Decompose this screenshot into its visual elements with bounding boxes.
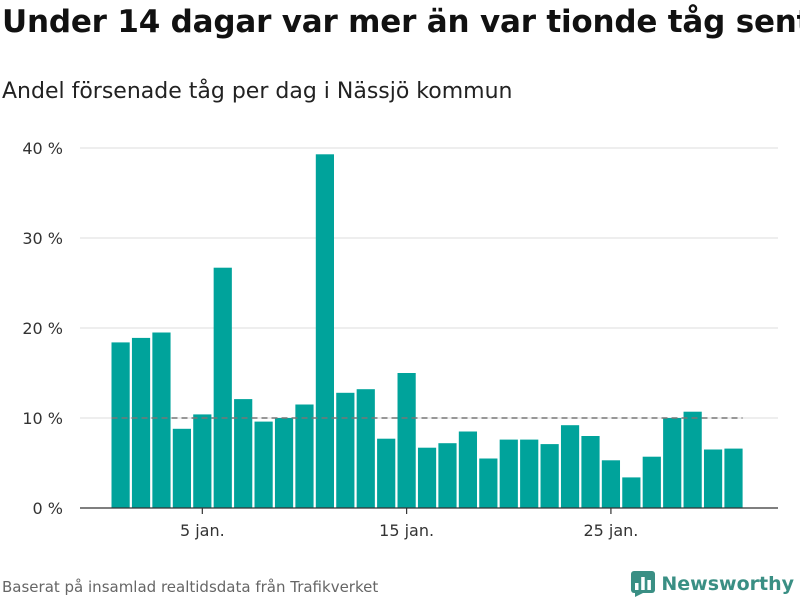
y-tick-label: 0 % (33, 499, 63, 518)
x-tick-label: 5 jan. (180, 521, 225, 540)
bar (479, 458, 498, 508)
chart-title: Under 14 dagar var mer än var tionde tåg… (2, 4, 800, 40)
grid-lines (80, 147, 778, 419)
bar (336, 392, 355, 508)
bar-chart-icon (631, 571, 656, 597)
bar (642, 456, 661, 508)
bar (663, 418, 682, 508)
bar (152, 332, 171, 508)
bar (131, 337, 151, 508)
bar (581, 436, 600, 508)
chart-subtitle: Andel försenade tåg per dag i Nässjö kom… (2, 79, 513, 104)
bar (622, 477, 641, 508)
bar (397, 373, 416, 508)
bar (520, 439, 539, 508)
bar (540, 444, 559, 508)
y-tick-label: 10 % (22, 409, 63, 428)
bar (172, 428, 191, 508)
bar (703, 449, 723, 508)
bar (295, 404, 314, 508)
bar (560, 425, 580, 508)
bar (377, 438, 396, 508)
bar (724, 448, 743, 508)
bar (254, 421, 273, 508)
y-tick-label: 20 % (22, 319, 63, 338)
bar (683, 411, 702, 508)
brand-name: Newsworthy (661, 573, 794, 595)
y-tick-label: 40 % (22, 139, 63, 158)
brand-logo: Newsworthy (631, 570, 794, 598)
bar (601, 460, 621, 508)
bar (111, 342, 130, 508)
bar (274, 418, 294, 508)
x-tick-label: 15 jan. (379, 521, 434, 540)
bar (234, 399, 253, 508)
bar (193, 414, 212, 508)
bar (499, 439, 518, 508)
source-note: Baserat på insamlad realtidsdata från Tr… (2, 578, 379, 596)
y-tick-label: 30 % (22, 229, 63, 248)
x-tick-label: 25 jan. (583, 521, 638, 540)
axes: 0 % 10 % 20 % 30 % 40 % 5 jan. 15 jan. 25 jan. (22, 139, 778, 540)
bar (438, 443, 457, 508)
bar (458, 431, 478, 508)
bar (315, 154, 334, 509)
bar (356, 389, 375, 508)
bars (111, 154, 743, 509)
bar (417, 447, 437, 508)
bar (213, 267, 232, 508)
